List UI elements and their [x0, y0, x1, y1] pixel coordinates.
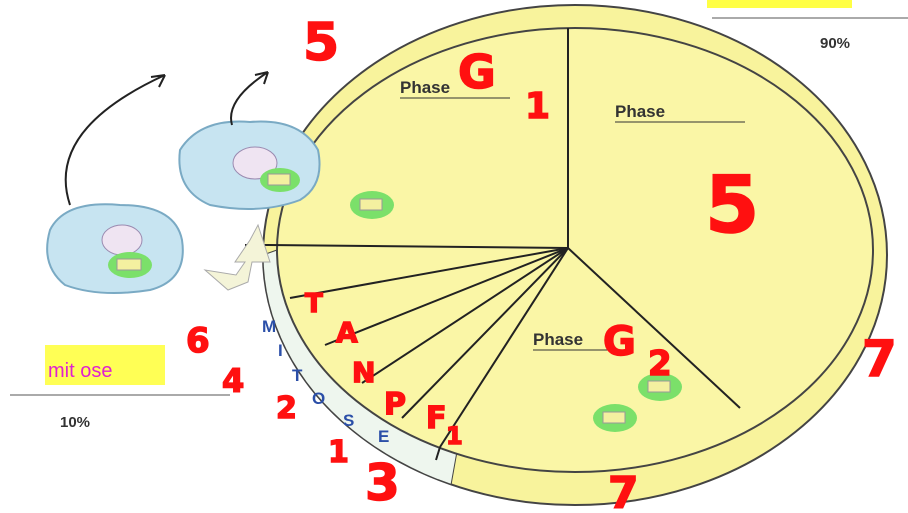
- mitosis-letter: O: [312, 389, 325, 408]
- cell: [178, 120, 321, 210]
- mitosis-percent: 10%: [60, 414, 90, 431]
- phase-label: Phase: [400, 78, 450, 97]
- annotation: 5: [705, 161, 759, 251]
- annotation: 1: [525, 86, 550, 127]
- inner-disc: [276, 27, 874, 473]
- annotation: 1: [446, 422, 463, 450]
- annotation: A: [336, 316, 358, 349]
- arrow: [230, 71, 269, 126]
- spoke: [439, 247, 569, 448]
- mitosis-letter: M: [262, 317, 276, 336]
- annotation: 4: [222, 362, 244, 400]
- annotation: 7: [862, 330, 897, 388]
- band-edge: [435, 446, 441, 461]
- annotation: P: [384, 387, 406, 422]
- annotation: 2: [648, 344, 672, 384]
- mitosis-letter: S: [343, 411, 354, 430]
- label-box: [707, 0, 852, 8]
- annotation: G: [603, 319, 636, 365]
- annotation: 6: [186, 321, 210, 361]
- annotation: 2: [276, 391, 297, 426]
- spoke: [401, 247, 569, 419]
- mitosis-letter: I: [278, 341, 283, 360]
- chromosome-icon: [350, 191, 682, 432]
- spoke: [324, 247, 569, 346]
- arrow: [64, 74, 166, 206]
- annotation: 1: [328, 435, 349, 470]
- interphase-percent: 90%: [820, 35, 850, 52]
- annotation: G: [458, 45, 496, 99]
- label-box: [45, 345, 165, 385]
- split-arrow: [203, 223, 271, 291]
- spoke: [289, 247, 569, 299]
- spoke: [567, 247, 741, 409]
- phase-label: Phase: [615, 102, 665, 121]
- annotation: T: [305, 289, 323, 319]
- annotation: N: [352, 356, 375, 389]
- annotation: 3: [365, 454, 400, 512]
- annotation: 7: [608, 468, 639, 513]
- mitosis-letter: T: [292, 366, 303, 385]
- annotation: F: [426, 401, 447, 436]
- mitosis-label: mit ose: [48, 360, 112, 382]
- phase-label: Phase: [533, 330, 583, 349]
- spoke: [361, 247, 569, 384]
- mitosis-letter: E: [378, 427, 389, 446]
- spoke: [267, 244, 569, 249]
- annotation: 5: [303, 13, 339, 73]
- cell: [46, 203, 184, 295]
